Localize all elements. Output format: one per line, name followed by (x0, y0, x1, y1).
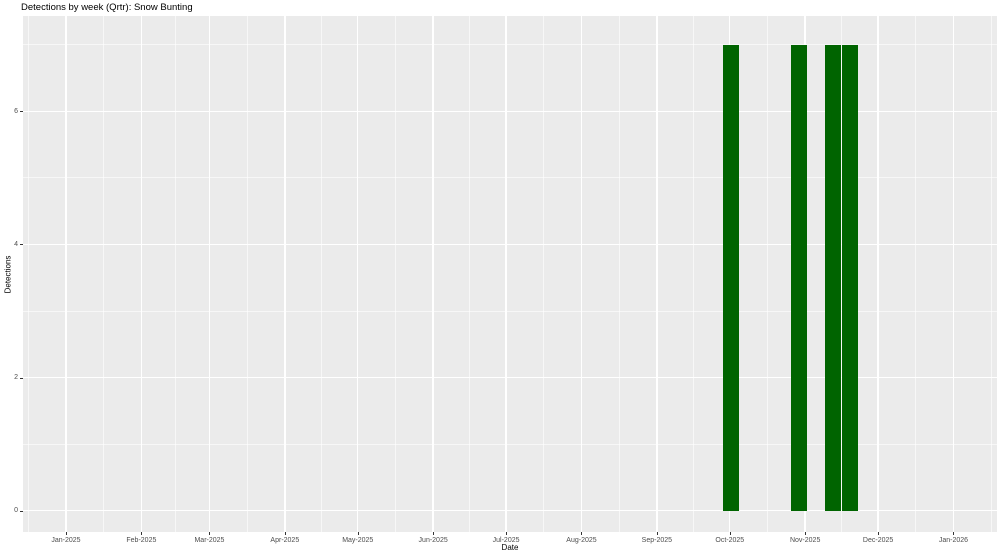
x-tick-label: Mar-2025 (194, 537, 225, 544)
x-tick-label: Aug-2025 (566, 537, 597, 544)
chart-title: Detections by week (Qrtr): Snow Bunting (21, 2, 193, 13)
y-tick-label: 2 (14, 374, 18, 382)
gridline-major-horizontal (23, 376, 997, 379)
y-tick-mark (20, 377, 23, 379)
gridline-minor-vertical (543, 16, 545, 532)
x-tick-label: Jul-2025 (492, 537, 520, 544)
gridline-minor-vertical (841, 16, 843, 532)
gridline-minor-vertical (990, 16, 992, 532)
y-tick-mark (20, 510, 23, 512)
x-tick-mark (878, 532, 880, 535)
x-tick-mark (357, 532, 359, 535)
gridline-minor-horizontal (23, 44, 997, 46)
gridline-minor-vertical (175, 16, 176, 532)
plot-panel (23, 16, 997, 532)
x-tick-label: May-2025 (342, 537, 374, 544)
bar (825, 44, 841, 511)
gridline-major-vertical (208, 16, 211, 532)
x-tick-label: Jan-2025 (51, 537, 81, 544)
x-tick-label: Feb-2025 (126, 537, 157, 544)
gridline-major-vertical (656, 16, 658, 532)
gridline-major-vertical (140, 16, 143, 532)
gridline-minor-vertical (103, 16, 105, 532)
bar (723, 44, 739, 511)
x-tick-mark (805, 532, 807, 535)
gridline-minor-vertical (246, 16, 248, 532)
x-tick-label: Oct-2025 (715, 537, 745, 544)
x-tick-label: Apr-2025 (270, 537, 300, 544)
gridline-major-horizontal (23, 243, 997, 246)
y-tick-mark (20, 111, 23, 113)
x-tick-label: Jun-2025 (418, 537, 448, 544)
gridline-minor-vertical (767, 16, 768, 532)
gridline-minor-vertical (915, 16, 917, 532)
gridline-minor-vertical (395, 16, 396, 532)
x-tick-mark (284, 532, 286, 535)
x-tick-mark (581, 532, 583, 535)
gridline-major-vertical (65, 16, 67, 532)
gridline-major-vertical (877, 16, 879, 532)
x-tick-label: Dec-2025 (862, 537, 894, 544)
gridline-minor-vertical (692, 16, 694, 532)
x-tick-mark (953, 532, 955, 535)
x-tick-mark (729, 532, 731, 535)
y-tick-label: 0 (14, 507, 18, 515)
gridline-minor-horizontal (23, 310, 997, 312)
y-tick-label: 4 (14, 240, 18, 248)
gridline-major-vertical (284, 16, 286, 532)
x-axis-title: Date (501, 543, 519, 552)
gridline-major-horizontal (23, 510, 997, 512)
x-tick-label: Nov-2025 (789, 537, 821, 544)
gridline-major-vertical (357, 16, 359, 532)
bar (791, 44, 807, 511)
x-tick-label: Sep-2025 (641, 537, 673, 544)
gridline-minor-vertical (27, 16, 29, 532)
y-tick-mark (20, 244, 23, 246)
x-tick-mark (506, 532, 508, 535)
y-tick-label: 6 (14, 107, 18, 115)
gridline-minor-horizontal (23, 443, 997, 445)
gridline-minor-vertical (618, 16, 620, 532)
x-tick-mark (209, 532, 211, 535)
gridline-major-vertical (580, 16, 583, 532)
bar (842, 44, 858, 511)
x-tick-mark (66, 532, 67, 535)
gridline-minor-vertical (320, 16, 322, 532)
x-tick-mark (141, 532, 143, 535)
x-tick-mark (433, 532, 435, 535)
gridline-major-horizontal (23, 110, 997, 112)
x-tick-label: Jan-2026 (938, 537, 969, 544)
gridline-major-vertical (505, 16, 507, 532)
gridline-major-vertical (952, 16, 955, 532)
gridline-minor-vertical (469, 16, 471, 532)
gridline-minor-horizontal (23, 177, 997, 179)
gridline-major-vertical (432, 16, 434, 532)
x-tick-mark (656, 532, 658, 535)
